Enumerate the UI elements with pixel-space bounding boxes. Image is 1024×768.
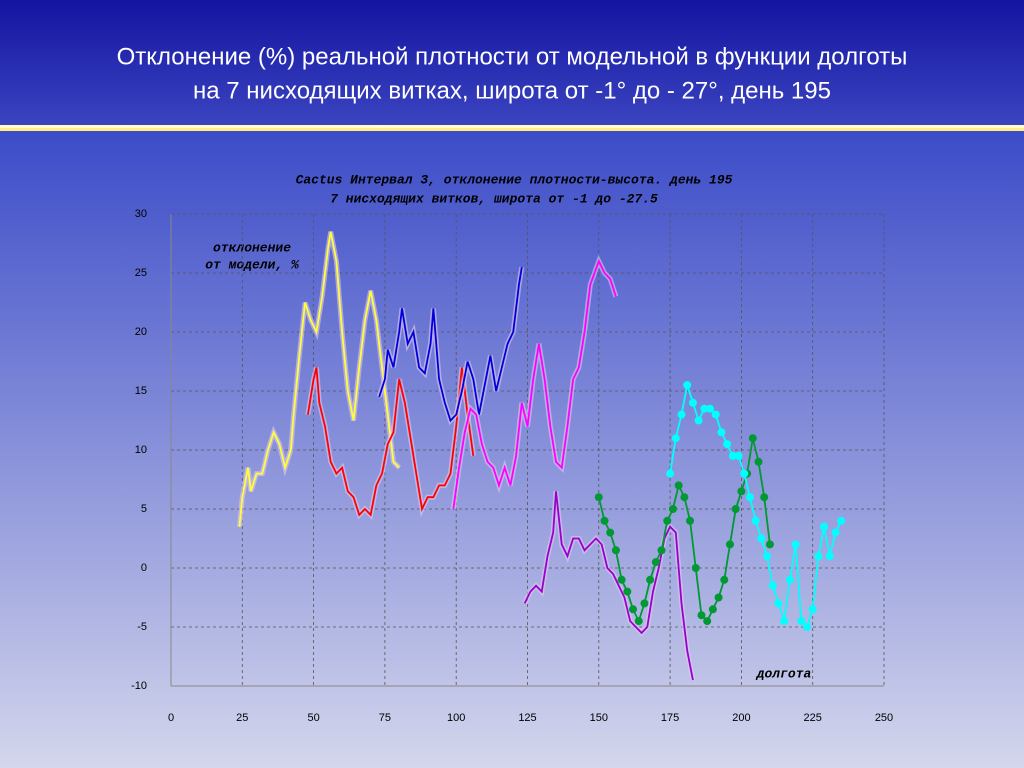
x-tick-label: 150: [590, 712, 608, 724]
data-point: [688, 398, 697, 407]
data-point: [606, 528, 615, 537]
slide-title: на 7 нисходящих витках, широта от -1° до…: [193, 77, 831, 104]
y-tick-label: 15: [135, 385, 147, 397]
data-point: [751, 516, 760, 525]
data-point: [728, 451, 737, 460]
data-point: [646, 575, 655, 584]
data-point: [740, 469, 749, 478]
data-point: [820, 522, 829, 531]
x-tick-label: 75: [379, 712, 391, 724]
x-tick-label: 25: [236, 712, 248, 724]
data-point: [694, 416, 703, 425]
data-point: [748, 434, 757, 443]
x-axis-label: долгота: [755, 666, 812, 681]
data-point: [711, 410, 720, 419]
data-point: [737, 487, 746, 496]
data-point: [663, 516, 672, 525]
y-axis-label: от модели, %: [205, 257, 300, 272]
data-point: [671, 434, 680, 443]
data-point: [725, 540, 734, 549]
y-axis-label: отклонение: [213, 240, 291, 255]
x-tick-label: 50: [307, 712, 319, 724]
data-point: [763, 552, 772, 561]
data-line: [452, 258, 617, 510]
data-point: [697, 611, 706, 620]
data-point: [774, 599, 783, 608]
x-tick-label: 125: [518, 712, 536, 724]
chart-title: Cactus Интервал 3, отклонение плотности-…: [296, 172, 733, 187]
data-point: [734, 451, 743, 460]
y-tick-label: -10: [131, 680, 147, 692]
y-tick-label: 25: [135, 267, 147, 279]
data-point: [765, 540, 774, 549]
data-point: [666, 469, 675, 478]
x-tick-label: 175: [661, 712, 679, 724]
data-point: [617, 575, 626, 584]
data-point: [691, 564, 700, 572]
data-point: [629, 605, 638, 614]
data-point: [677, 410, 686, 419]
data-point: [708, 605, 717, 614]
data-point: [802, 623, 811, 631]
data-point: [594, 493, 603, 502]
y-tick-label: 0: [141, 562, 147, 574]
chart-title: 7 нисходящих витков, широта от -1 до -27…: [330, 191, 658, 206]
data-point: [651, 558, 660, 567]
data-point: [797, 617, 806, 626]
title-band: [0, 0, 1024, 125]
data-point: [723, 440, 732, 449]
data-point: [703, 617, 712, 626]
x-tick-label: 250: [875, 712, 893, 724]
x-tick-label: 0: [168, 712, 174, 724]
data-point: [825, 552, 834, 561]
x-tick-label: 225: [804, 712, 822, 724]
data-point: [717, 428, 726, 437]
data-point: [785, 575, 794, 584]
x-tick-label: 100: [447, 712, 465, 724]
data-point: [780, 617, 789, 626]
data-point: [706, 404, 715, 413]
data-point: [837, 516, 846, 525]
data-point: [611, 546, 620, 555]
stripe: [0, 128, 1024, 131]
body-bg: [0, 131, 1024, 768]
data-point: [640, 599, 649, 608]
data-point: [814, 552, 823, 561]
data-point: [674, 481, 683, 490]
data-point: [731, 505, 740, 513]
data-point: [791, 540, 800, 549]
y-tick-label: 30: [135, 208, 147, 220]
y-tick-label: -5: [137, 621, 147, 633]
data-point: [720, 575, 729, 584]
y-tick-label: 20: [135, 326, 147, 338]
data-point: [623, 587, 632, 596]
data-point: [686, 516, 695, 525]
data-point: [757, 534, 766, 543]
data-point: [808, 605, 817, 614]
data-line: [238, 231, 400, 527]
data-point: [831, 528, 840, 537]
slide-title: Отклонение (%) реальной плотности от мод…: [117, 43, 908, 70]
data-point: [668, 505, 677, 513]
data-point: [754, 457, 763, 466]
data-point: [600, 516, 609, 525]
data-point: [634, 617, 643, 626]
y-tick-label: 10: [135, 444, 147, 456]
data-point: [714, 593, 723, 602]
x-tick-label: 200: [732, 712, 750, 724]
y-tick-label: 5: [141, 503, 147, 515]
data-point: [657, 546, 666, 555]
data-point: [768, 581, 777, 590]
data-point: [760, 493, 769, 502]
data-point: [745, 493, 754, 502]
data-line: [307, 367, 475, 517]
stripe: [0, 125, 1024, 128]
data-point: [683, 381, 692, 390]
data-line: [378, 266, 523, 423]
data-point: [700, 404, 709, 413]
data-point: [680, 493, 689, 502]
